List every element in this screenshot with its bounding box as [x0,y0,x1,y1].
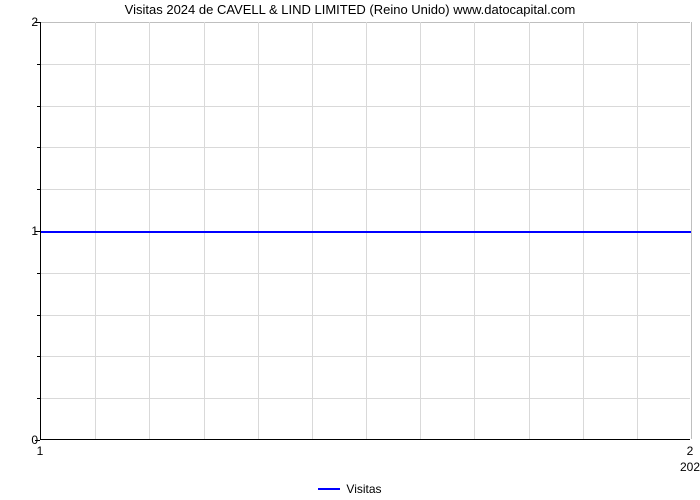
y-minor-tick-mark [37,64,40,65]
y-minor-tick-mark [37,356,40,357]
y-minor-tick-mark [37,315,40,316]
y-minor-tick-mark [37,189,40,190]
x-tick-label: 2 [687,444,694,458]
series-line [41,231,691,233]
y-tick-label: 1 [8,224,38,238]
y-minor-tick-mark [37,273,40,274]
x-tick-label: 1 [37,444,44,458]
y-tick-label: 0 [8,433,38,447]
legend-label: Visitas [346,482,381,496]
x-axis-sublabel: 202 [680,460,700,474]
chart-container: Visitas 2024 de CAVELL & LIND LIMITED (R… [0,0,700,500]
x-gridline-major [691,22,692,439]
y-tick-label: 2 [8,15,38,29]
chart-title: Visitas 2024 de CAVELL & LIND LIMITED (R… [0,2,700,17]
y-minor-tick-mark [37,106,40,107]
legend-swatch [318,488,340,490]
y-minor-tick-mark [37,147,40,148]
y-minor-tick-mark [37,398,40,399]
legend: Visitas [0,482,700,496]
plot-area [40,22,690,440]
